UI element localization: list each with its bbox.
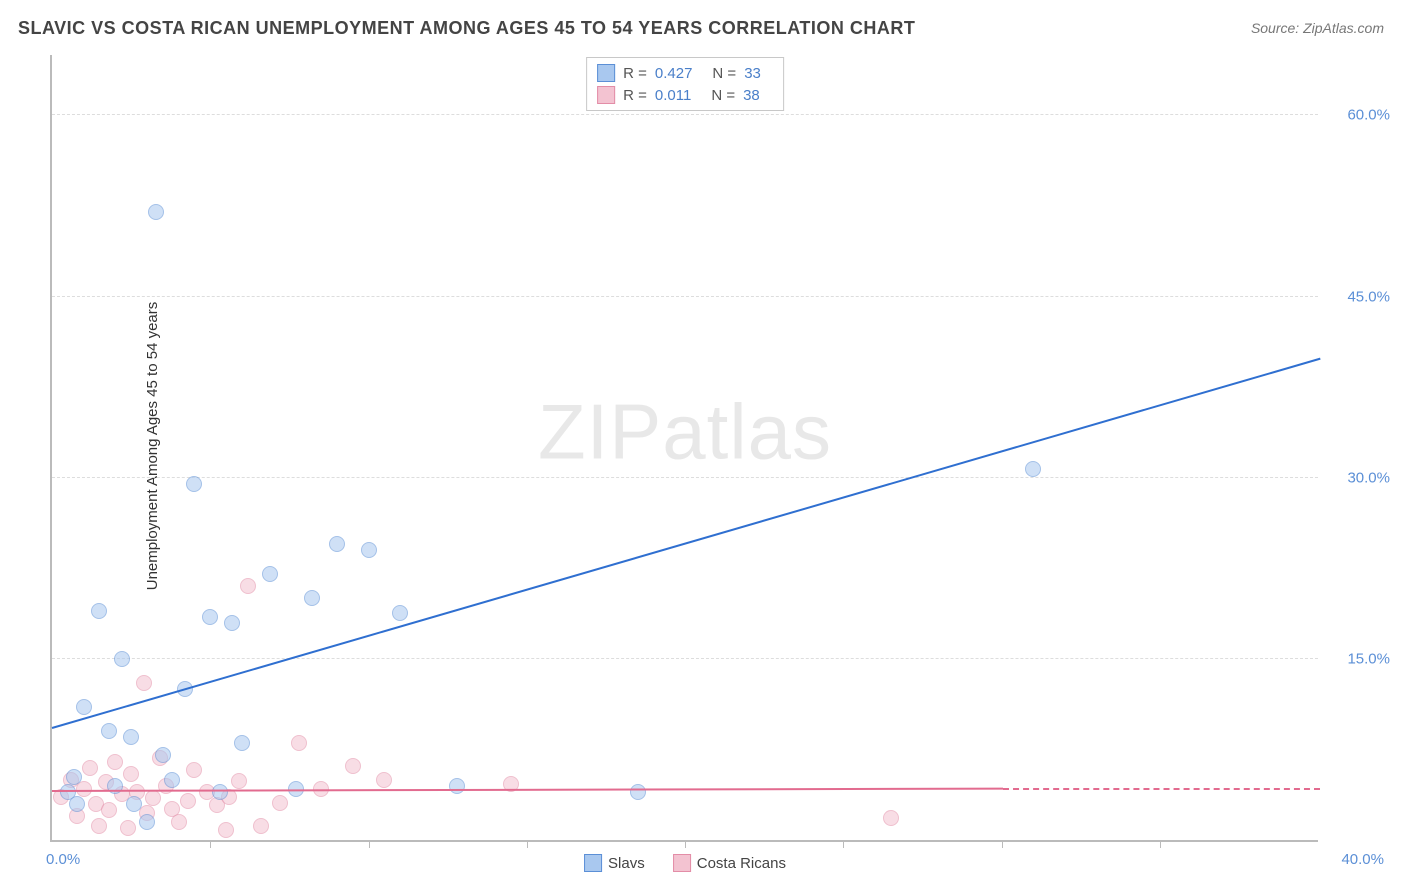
data-point-slav	[329, 536, 345, 552]
y-tick-label: 15.0%	[1347, 650, 1390, 667]
data-point-slav	[101, 723, 117, 739]
data-point-costarican	[253, 818, 269, 834]
data-point-slav	[139, 814, 155, 830]
n-label: N =	[711, 87, 735, 104]
data-point-costarican	[120, 820, 136, 836]
swatch-costaricans	[673, 854, 691, 872]
data-point-slav	[148, 204, 164, 220]
x-tick	[1160, 840, 1161, 848]
data-point-slav	[164, 772, 180, 788]
data-point-slav	[123, 729, 139, 745]
gridline	[52, 477, 1318, 478]
data-point-slav	[186, 476, 202, 492]
y-tick-label: 60.0%	[1347, 107, 1390, 124]
x-tick	[369, 840, 370, 848]
data-point-costarican	[91, 818, 107, 834]
trendline	[1003, 788, 1320, 790]
data-point-slav	[361, 542, 377, 558]
watermark: ZIPatlas	[538, 386, 832, 477]
x-origin-label: 0.0%	[46, 851, 80, 868]
n-value-costaricans: 38	[743, 87, 760, 104]
data-point-slav	[392, 605, 408, 621]
trendline	[52, 788, 1003, 792]
x-end-label: 40.0%	[1341, 851, 1384, 868]
legend-item-costaricans: Costa Ricans	[673, 854, 786, 872]
trendline	[52, 358, 1321, 729]
data-point-costarican	[171, 814, 187, 830]
gridline	[52, 296, 1318, 297]
y-tick-label: 30.0%	[1347, 469, 1390, 486]
data-point-slav	[66, 769, 82, 785]
x-tick	[527, 840, 528, 848]
r-value-slavs: 0.427	[655, 65, 693, 82]
data-point-slav	[76, 699, 92, 715]
n-label: N =	[712, 65, 736, 82]
data-point-costarican	[145, 790, 161, 806]
data-point-costarican	[240, 578, 256, 594]
data-point-costarican	[231, 773, 247, 789]
swatch-slavs	[584, 854, 602, 872]
data-point-slav	[69, 796, 85, 812]
data-point-slav	[155, 747, 171, 763]
chart-title: SLAVIC VS COSTA RICAN UNEMPLOYMENT AMONG…	[18, 18, 915, 39]
r-label: R =	[623, 87, 647, 104]
data-point-costarican	[180, 793, 196, 809]
data-point-costarican	[123, 766, 139, 782]
plot-area: ZIPatlas R = 0.427 N = 33 R = 0.011 N = …	[50, 55, 1318, 842]
data-point-slav	[304, 590, 320, 606]
data-point-costarican	[345, 758, 361, 774]
data-point-costarican	[291, 735, 307, 751]
data-point-slav	[91, 603, 107, 619]
swatch-slavs	[597, 64, 615, 82]
legend-label-costaricans: Costa Ricans	[697, 855, 786, 872]
data-point-costarican	[101, 802, 117, 818]
x-tick	[685, 840, 686, 848]
data-point-slav	[202, 609, 218, 625]
data-point-slav	[262, 566, 278, 582]
gridline	[52, 114, 1318, 115]
data-point-costarican	[218, 822, 234, 838]
data-point-slav	[224, 615, 240, 631]
swatch-costaricans	[597, 86, 615, 104]
y-tick-label: 45.0%	[1347, 288, 1390, 305]
data-point-slav	[1025, 461, 1041, 477]
x-tick	[1002, 840, 1003, 848]
data-point-costarican	[82, 760, 98, 776]
data-point-costarican	[186, 762, 202, 778]
data-point-slav	[126, 796, 142, 812]
data-point-slav	[449, 778, 465, 794]
stats-row-slavs: R = 0.427 N = 33	[597, 62, 773, 84]
watermark-thin: atlas	[662, 387, 832, 475]
x-tick	[210, 840, 211, 848]
data-point-costarican	[272, 795, 288, 811]
legend-label-slavs: Slavs	[608, 855, 645, 872]
source-label: Source: ZipAtlas.com	[1251, 20, 1384, 36]
stats-row-costaricans: R = 0.011 N = 38	[597, 84, 773, 106]
gridline	[52, 658, 1318, 659]
data-point-slav	[212, 784, 228, 800]
watermark-bold: ZIP	[538, 387, 662, 475]
data-point-costarican	[136, 675, 152, 691]
data-point-costarican	[376, 772, 392, 788]
data-point-slav	[630, 784, 646, 800]
stats-legend: R = 0.427 N = 33 R = 0.011 N = 38	[586, 57, 784, 111]
data-point-costarican	[883, 810, 899, 826]
x-tick	[843, 840, 844, 848]
legend-item-slavs: Slavs	[584, 854, 645, 872]
r-label: R =	[623, 65, 647, 82]
data-point-slav	[114, 651, 130, 667]
n-value-slavs: 33	[744, 65, 761, 82]
data-point-costarican	[107, 754, 123, 770]
series-legend: Slavs Costa Ricans	[584, 854, 786, 872]
data-point-slav	[234, 735, 250, 751]
r-value-costaricans: 0.011	[655, 87, 691, 104]
correlation-chart: SLAVIC VS COSTA RICAN UNEMPLOYMENT AMONG…	[0, 0, 1406, 892]
